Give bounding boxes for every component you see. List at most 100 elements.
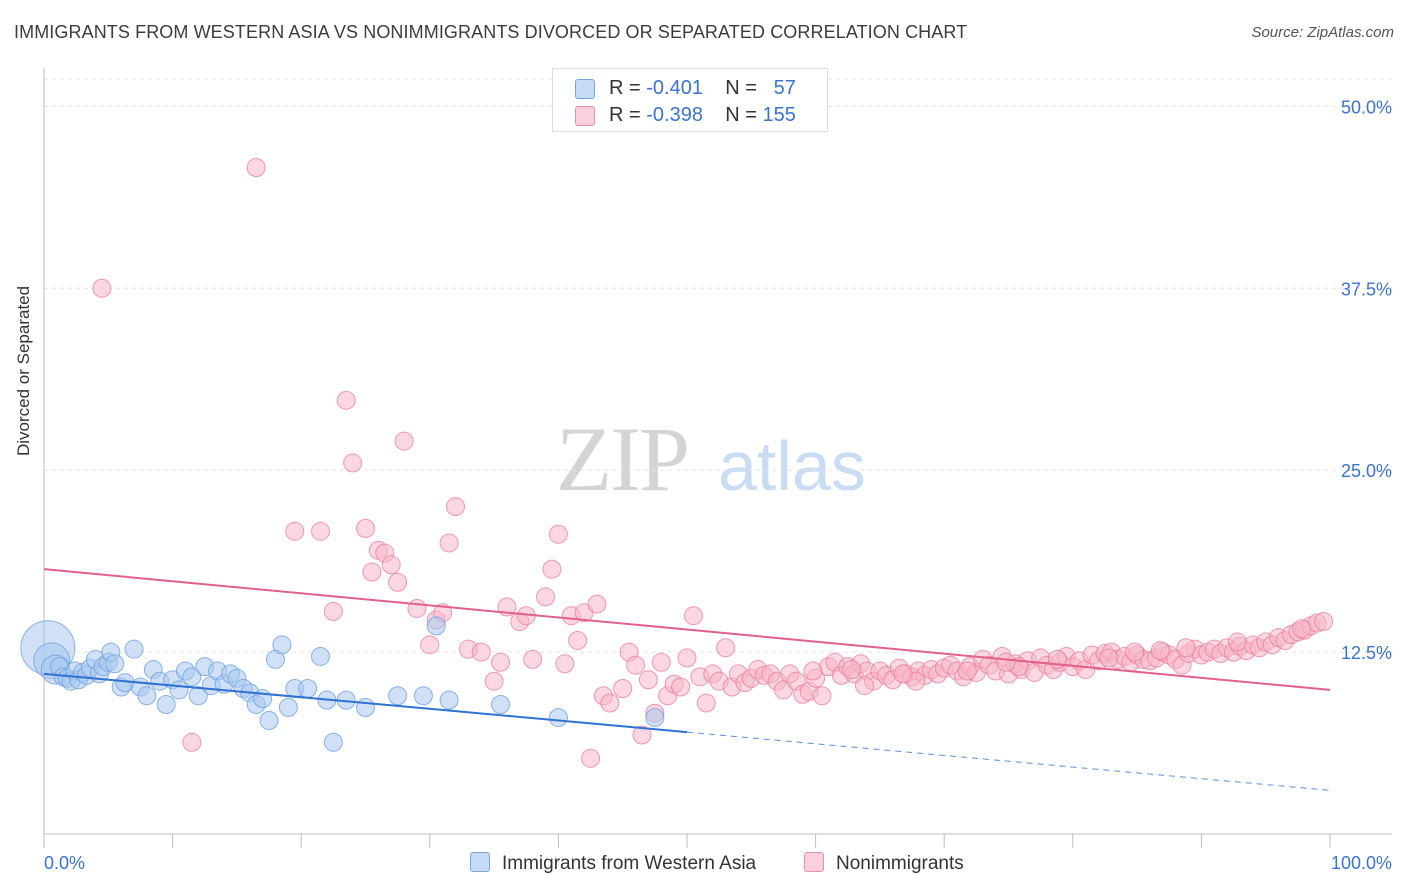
nonimmigrants-point: [394, 431, 414, 451]
western-asia-point: [388, 686, 408, 706]
bottom-legend-label-nonimmigrants: Nonimmigrants: [836, 853, 964, 874]
legend-r-value: -0.398: [646, 104, 703, 126]
nonimmigrants-point: [471, 642, 491, 662]
nonimmigrants-point: [996, 652, 1016, 672]
nonimmigrants-point: [362, 562, 382, 582]
nonimmigrants-point: [523, 649, 543, 669]
western-asia-trend-extension: [686, 731, 1331, 791]
nonimmigrants-point: [632, 725, 652, 745]
nonimmigrants-point: [246, 158, 266, 178]
tick-labels: 12.5% 25.0% 37.5% 50.0% 0.0% 100.0%: [44, 97, 1392, 873]
bottom-legend-western-asia: Immigrants from Western Asia: [470, 852, 756, 875]
trend-lines: [43, 568, 1331, 791]
nonimmigrants-point: [1099, 648, 1119, 668]
western-asia-point: [105, 654, 125, 674]
nonimmigrants-points: [92, 158, 1334, 768]
nonimmigrants-point: [1176, 638, 1196, 658]
y-axis-label: Divorced or Separated: [14, 285, 33, 456]
nonimmigrants-point: [92, 278, 112, 298]
western-asia-point: [298, 678, 318, 698]
nonimmigrants-point: [803, 661, 823, 681]
axes: [43, 68, 1392, 848]
nonimmigrants-point: [638, 670, 658, 690]
nonimmigrants-point: [812, 686, 832, 706]
nonimmigrants-point: [323, 601, 343, 621]
nonimmigrants-point: [677, 648, 697, 668]
western-asia-point: [548, 708, 568, 728]
legend-swatch-nonimmigrants: [575, 106, 595, 126]
x-tick-label-min: 0.0%: [44, 853, 85, 873]
nonimmigrants-point: [484, 671, 504, 691]
y-tick-label: 25.0%: [1341, 461, 1392, 481]
western-asia-point: [356, 697, 375, 717]
nonimmigrants-point: [310, 521, 330, 541]
nonimmigrants-point: [854, 676, 874, 696]
nonimmigrants-point: [1292, 619, 1312, 639]
nonimmigrants-point: [446, 497, 466, 517]
nonimmigrants-point: [716, 638, 736, 658]
western-asia-point: [137, 686, 157, 706]
nonimmigrants-point: [491, 652, 511, 672]
legend-n-value: 57: [773, 77, 796, 99]
watermark-zip: ZIP: [556, 408, 688, 510]
nonimmigrants-point: [343, 453, 363, 473]
nonimmigrants-point: [600, 693, 620, 713]
western-asia-point: [156, 694, 176, 714]
nonimmigrants-point: [671, 677, 691, 697]
nonimmigrants-point: [568, 630, 588, 650]
western-asia-point: [182, 667, 202, 687]
western-asia-point: [124, 639, 144, 659]
bottom-legend-nonimmigrants: Nonimmigrants: [804, 852, 964, 875]
legend-n-value: 155: [762, 104, 796, 126]
y-tick-label: 37.5%: [1341, 279, 1392, 299]
nonimmigrants-point: [536, 587, 556, 607]
x-tick-label-max: 100.0%: [1331, 853, 1392, 873]
chart-title: IMMIGRANTS FROM WESTERN ASIA VS NONIMMIG…: [14, 22, 968, 42]
western-asia-point: [645, 708, 665, 728]
western-asia-point: [491, 694, 511, 714]
nonimmigrants-point: [555, 654, 575, 674]
nonimmigrants-point: [1150, 641, 1170, 661]
nonimmigrants-point: [651, 652, 671, 672]
nonimmigrants-point: [542, 559, 562, 579]
watermark-atlas: atlas: [718, 427, 866, 505]
nonimmigrants-point: [1125, 642, 1145, 662]
western-asia-points: [20, 616, 665, 752]
legend-n-label: N =: [725, 77, 763, 99]
nonimmigrants-point: [381, 555, 401, 575]
nonimmigrants-point: [407, 598, 427, 618]
western-asia-point: [310, 646, 330, 666]
western-asia-point: [413, 686, 433, 706]
watermark: ZIP atlas: [556, 408, 866, 510]
nonimmigrants-trend-line: [43, 568, 1331, 691]
nonimmigrants-point: [1227, 632, 1247, 652]
y-tick-label: 50.0%: [1341, 97, 1392, 117]
correlation-legend: R = -0.401 N = 57 R = -0.398 N = 155: [552, 68, 828, 132]
nonimmigrants-point: [439, 533, 459, 553]
western-asia-point: [439, 690, 459, 710]
source-label: Source: ZipAtlas.com: [1251, 24, 1394, 41]
legend-n-label: N =: [725, 104, 763, 126]
nonimmigrants-point: [285, 521, 305, 541]
western-asia-point: [272, 635, 292, 655]
legend-swatch-western-asia: [575, 79, 595, 99]
nonimmigrants-point: [1314, 612, 1334, 632]
nonimmigrants-point: [548, 524, 568, 544]
nonimmigrants-point: [683, 606, 703, 626]
nonimmigrants-point: [893, 664, 913, 684]
bottom-legend-swatch-western-asia: [470, 852, 490, 872]
western-asia-point: [259, 710, 279, 730]
nonimmigrants-point: [626, 655, 646, 675]
nonimmigrants-point: [420, 635, 440, 655]
y-tick-label: 12.5%: [1341, 643, 1392, 663]
nonimmigrants-point: [336, 390, 356, 410]
bottom-legend-swatch-nonimmigrants: [804, 852, 824, 872]
grid-lines: [44, 78, 1392, 653]
nonimmigrants-point: [696, 693, 716, 713]
nonimmigrants-point: [182, 732, 202, 752]
legend-r-label: R =: [609, 104, 647, 126]
western-asia-point: [278, 697, 298, 717]
bottom-legend-label-western-asia: Immigrants from Western Asia: [502, 853, 757, 874]
nonimmigrants-point: [388, 572, 408, 592]
